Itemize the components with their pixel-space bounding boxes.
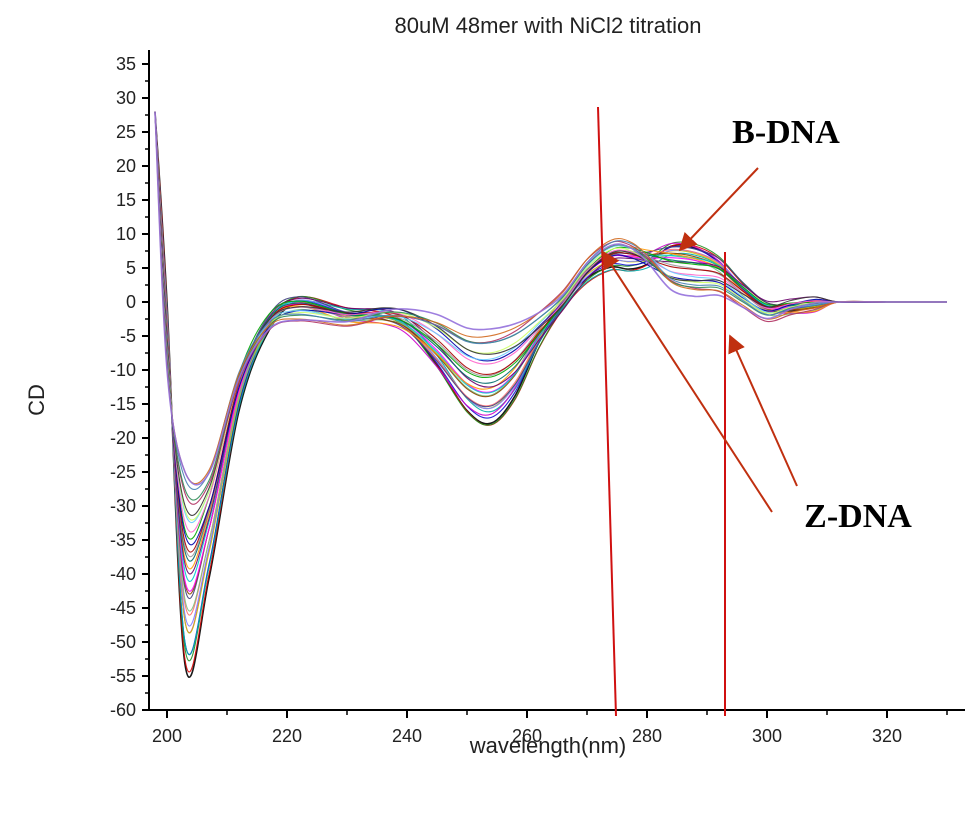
cd-series-line [154,111,947,616]
chart-title: 80uM 48mer with NiCl2 titration [395,13,702,38]
cd-series-line [154,111,947,634]
annotation-b-dna: B-DNA [732,114,840,151]
y-tick-label: -50 [110,632,136,652]
series-group [154,111,947,678]
x-tick-label: 320 [872,726,902,746]
vertical-markers [597,106,726,717]
cd-series-line [154,111,947,678]
annotation-z-dna: Z-DNA [804,498,912,535]
y-tick-label: -25 [110,462,136,482]
y-tick-label: 30 [116,88,136,108]
y-tick-label: -10 [110,360,136,380]
y-tick-label: -15 [110,394,136,414]
cd-series-line [154,111,947,546]
annotation-arrow [728,334,798,487]
vertical-marker-line [597,106,617,717]
y-tick-label: -60 [110,700,136,720]
x-tick-label: 240 [392,726,422,746]
y-tick-label: -55 [110,666,136,686]
y-tick-label: -35 [110,530,136,550]
y-tick-label: -5 [120,326,136,346]
cd-series-line [154,111,947,485]
x-tick-label: 200 [152,726,182,746]
x-axis-label: wavelength(nm) [469,733,627,758]
cd-series-line [154,111,947,612]
annotation-arrow [602,250,773,513]
x-tick-label: 220 [272,726,302,746]
y-axis-label: CD [24,384,49,416]
y-tick-label: 10 [116,224,136,244]
y-tick-label: -20 [110,428,136,448]
y-tick-label: 25 [116,122,136,142]
y-tick-label: 0 [126,292,136,312]
cd-series-line [154,111,947,557]
y-tick-label: 5 [126,258,136,278]
cd-series-line [154,111,947,562]
cd-series-line [154,111,947,656]
cd-series-line [154,111,947,575]
x-tick-label: 300 [752,726,782,746]
annotations-group: B-DNA Z-DNA [602,114,912,535]
y-tick-label: -45 [110,598,136,618]
cd-series-line [154,111,947,673]
cd-series-line [154,111,947,634]
cd-series-line [154,111,947,627]
y-tick-label: 20 [116,156,136,176]
x-tick-label: 260 [512,726,542,746]
cd-series-line [154,111,947,521]
y-tick-label: 35 [116,54,136,74]
y-tick-label: -30 [110,496,136,516]
cd-series-line [154,111,947,662]
x-tick-label: 280 [632,726,662,746]
axes: 35 30 25 20 15 10 5 0 -5 -10 -15 -20 -25 -30 -35 -40 -45… [110,50,965,746]
cd-series-line [154,111,947,553]
cd-series-line [154,111,947,655]
y-tick-label: 15 [116,190,136,210]
annotation-arrow [678,167,759,252]
y-tick-label: -40 [110,564,136,584]
cd-series-line [154,111,947,486]
